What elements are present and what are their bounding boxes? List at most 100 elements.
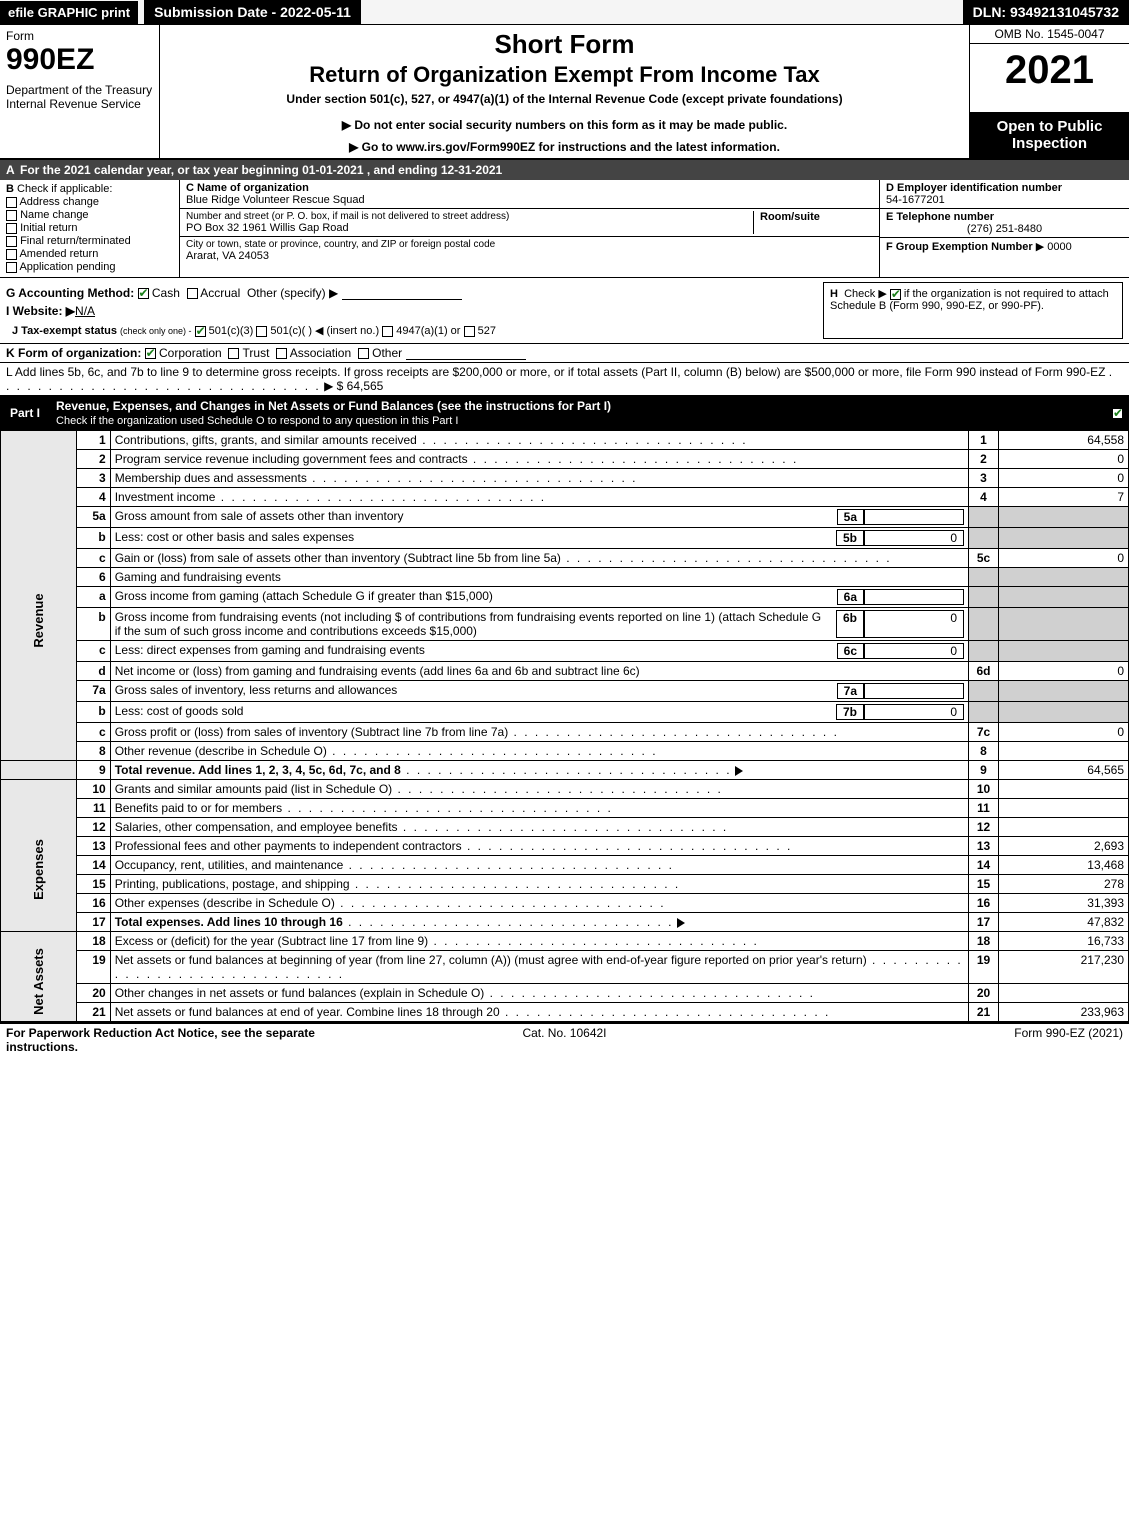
org-city: Ararat, VA 24053 xyxy=(186,250,873,262)
header-center: Short Form Return of Organization Exempt… xyxy=(160,25,969,158)
val-1: 64,558 xyxy=(999,431,1129,450)
line-j: J Tax-exempt status (check only one) - 5… xyxy=(6,322,815,339)
val-21: 233,963 xyxy=(999,1003,1129,1022)
val-18: 16,733 xyxy=(999,932,1129,951)
line-a-text: For the 2021 calendar year, or tax year … xyxy=(20,163,502,177)
goto-link[interactable]: ▶ Go to www.irs.gov/Form990EZ for instru… xyxy=(168,140,961,154)
under-section: Under section 501(c), 527, or 4947(a)(1)… xyxy=(168,92,961,106)
val-5a xyxy=(864,509,964,525)
form-word: Form xyxy=(6,29,153,43)
cb-schedule-o[interactable] xyxy=(1112,408,1123,419)
org-street: PO Box 32 1961 Willis Gap Road xyxy=(186,222,753,234)
cb-final-return[interactable]: Final return/terminated xyxy=(6,235,173,247)
line-g: G Accounting Method: Cash Accrual Other … xyxy=(6,286,815,300)
arrow-icon xyxy=(735,766,743,776)
side-label-revenue: Revenue xyxy=(1,431,77,761)
return-title: Return of Organization Exempt From Incom… xyxy=(168,62,961,88)
val-5c: 0 xyxy=(999,549,1129,568)
efile-label[interactable]: efile GRAPHIC print xyxy=(0,1,138,24)
submission-date: Submission Date - 2022-05-11 xyxy=(144,0,361,24)
dept-label: Department of the Treasury Internal Reve… xyxy=(6,83,153,111)
cb-amended[interactable]: Amended return xyxy=(6,248,173,260)
cb-schedule-b[interactable] xyxy=(890,289,901,300)
open-to-public: Open to Public Inspection xyxy=(970,112,1129,158)
b-header: Check if applicable: xyxy=(17,183,112,195)
dln-label: DLN: 93492131045732 xyxy=(963,0,1129,24)
section-ghi: G Accounting Method: Cash Accrual Other … xyxy=(0,278,1129,343)
box-h: H Check ▶ if the organization is not req… xyxy=(823,282,1123,339)
cb-corp[interactable] xyxy=(145,348,156,359)
section-bcd: B Check if applicable: Address change Na… xyxy=(0,180,1129,278)
val-4: 7 xyxy=(999,488,1129,507)
omb-number: OMB No. 1545-0047 xyxy=(970,25,1129,44)
tax-year: 2021 xyxy=(970,44,1129,112)
cb-501c3[interactable] xyxy=(195,326,206,337)
other-method-input[interactable] xyxy=(342,286,462,300)
val-12 xyxy=(999,818,1129,837)
cb-app-pending[interactable]: Application pending xyxy=(6,261,173,273)
val-6c: 0 xyxy=(864,643,964,659)
cb-501c[interactable] xyxy=(256,326,267,337)
cb-527[interactable] xyxy=(464,326,475,337)
part-1-table: Revenue 1 Contributions, gifts, grants, … xyxy=(0,430,1129,1022)
top-bar: efile GRAPHIC print Submission Date - 20… xyxy=(0,0,1129,25)
footer-cat: Cat. No. 10642I xyxy=(378,1026,750,1054)
short-form-title: Short Form xyxy=(168,29,961,60)
phone-value: (276) 251-8480 xyxy=(886,223,1123,235)
website-value: N/A xyxy=(75,304,95,318)
val-6a xyxy=(864,589,964,605)
part-1-title: Revenue, Expenses, and Changes in Net As… xyxy=(50,396,1112,430)
cb-name-change[interactable]: Name change xyxy=(6,209,173,221)
cb-trust[interactable] xyxy=(228,348,239,359)
form-number: 990EZ xyxy=(6,43,153,77)
val-5b: 0 xyxy=(864,530,964,546)
org-name: Blue Ridge Volunteer Rescue Squad xyxy=(186,194,873,206)
cb-cash[interactable] xyxy=(138,288,149,299)
cb-4947[interactable] xyxy=(382,326,393,337)
val-6d: 0 xyxy=(999,662,1129,681)
val-17: 47,832 xyxy=(999,913,1129,932)
val-6b: 0 xyxy=(864,610,964,638)
col-c: C Name of organization Blue Ridge Volunt… xyxy=(180,180,879,277)
group-exemption-value: ▶ 0000 xyxy=(1036,241,1072,253)
cb-other-org[interactable] xyxy=(358,348,369,359)
other-org-input[interactable] xyxy=(406,346,526,360)
val-11 xyxy=(999,799,1129,818)
do-not-enter: ▶ Do not enter social security numbers o… xyxy=(168,118,961,132)
cb-accrual[interactable] xyxy=(187,288,198,299)
gross-receipts-value: 64,565 xyxy=(347,379,384,393)
footer-left: For Paperwork Reduction Act Notice, see … xyxy=(6,1026,378,1054)
val-2: 0 xyxy=(999,450,1129,469)
footer-right: Form 990-EZ (2021) xyxy=(751,1026,1123,1054)
arrow-icon xyxy=(677,918,685,928)
val-7b: 0 xyxy=(864,704,964,720)
header-left: Form 990EZ Department of the Treasury In… xyxy=(0,25,160,158)
val-16: 31,393 xyxy=(999,894,1129,913)
val-14: 13,468 xyxy=(999,856,1129,875)
line-a: AFor the 2021 calendar year, or tax year… xyxy=(0,160,1129,180)
part-1-label: Part I xyxy=(0,403,50,423)
form-header: Form 990EZ Department of the Treasury In… xyxy=(0,25,1129,160)
cb-initial-return[interactable]: Initial return xyxy=(6,222,173,234)
val-9: 64,565 xyxy=(999,761,1129,780)
part-1-header: Part I Revenue, Expenses, and Changes in… xyxy=(0,396,1129,430)
c-name-lbl: C Name of organization xyxy=(186,182,873,194)
col-b: B Check if applicable: Address change Na… xyxy=(0,180,180,277)
val-7a xyxy=(864,683,964,699)
cb-assoc[interactable] xyxy=(276,348,287,359)
page-footer: For Paperwork Reduction Act Notice, see … xyxy=(0,1022,1129,1056)
c-street-lbl: Number and street (or P. O. box, if mail… xyxy=(186,211,753,222)
val-10 xyxy=(999,780,1129,799)
val-8 xyxy=(999,742,1129,761)
line-k: K Form of organization: Corporation Trus… xyxy=(0,343,1129,363)
val-19: 217,230 xyxy=(999,951,1129,984)
side-label-expenses: Expenses xyxy=(1,780,77,932)
val-3: 0 xyxy=(999,469,1129,488)
side-label-netassets: Net Assets xyxy=(1,932,77,1022)
val-15: 278 xyxy=(999,875,1129,894)
header-right: OMB No. 1545-0047 2021 Open to Public In… xyxy=(969,25,1129,158)
cb-address-change[interactable]: Address change xyxy=(6,196,173,208)
c-city-lbl: City or town, state or province, country… xyxy=(186,239,873,250)
line-i: I Website: ▶N/A xyxy=(6,304,815,318)
val-7c: 0 xyxy=(999,723,1129,742)
